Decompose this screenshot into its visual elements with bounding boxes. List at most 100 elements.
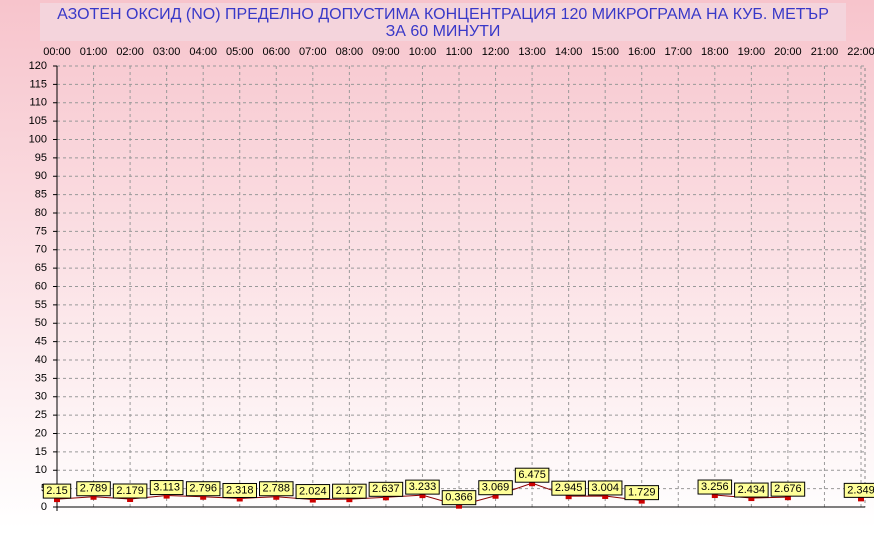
value-label: 2.179	[116, 485, 144, 497]
x-tick-label: 04:00	[189, 46, 217, 58]
chart-title: АЗОТЕН ОКСИД (NO) ПРЕДЕЛНО ДОПУСТИМА КОН…	[57, 6, 829, 23]
y-tick-label: 55	[35, 299, 47, 311]
value-label-box	[185, 481, 221, 497]
data-point	[382, 494, 389, 501]
value-label-box	[42, 483, 72, 499]
value-label: 2.637	[372, 483, 400, 495]
x-tick-label: 03:00	[153, 46, 181, 58]
data-point	[711, 492, 718, 499]
x-tick-label: 12:00	[482, 46, 510, 58]
value-label-box	[770, 481, 806, 497]
value-label: 2.349	[847, 484, 874, 496]
y-tick-label: 95	[35, 152, 47, 164]
y-tick-label: 120	[29, 60, 47, 72]
value-label: 2.024	[299, 485, 327, 497]
x-tick-label: 19:00	[738, 46, 766, 58]
y-tick-label: 90	[35, 170, 47, 182]
x-tick-label: 09:00	[372, 46, 400, 58]
value-label-box	[587, 480, 623, 496]
x-tick-label: 06:00	[263, 46, 291, 58]
value-label-box	[441, 490, 477, 506]
value-label-box	[405, 479, 440, 495]
y-tick-label: 65	[35, 262, 47, 274]
y-tick-label: 115	[29, 78, 47, 90]
value-label: 2.788	[263, 483, 291, 495]
data-point	[54, 496, 60, 503]
value-label-box	[332, 483, 367, 499]
value-label-box	[843, 482, 874, 498]
chart-subtitle: ЗА 60 МИНУТИ	[386, 23, 501, 40]
data-point	[748, 495, 755, 502]
y-tick-label: 25	[35, 409, 47, 421]
x-tick-label: 16:00	[628, 46, 656, 58]
data-point	[200, 493, 207, 500]
value-label-box	[112, 483, 148, 499]
data-point	[236, 495, 243, 502]
value-label-box	[734, 482, 769, 498]
y-tick-label: 50	[35, 317, 47, 329]
value-label-box	[76, 481, 111, 497]
x-tick-label: 07:00	[299, 46, 327, 58]
value-label: 2.318	[226, 484, 254, 496]
data-point	[602, 492, 609, 499]
x-tick-label: 18:00	[701, 46, 729, 58]
value-label: 2.676	[774, 483, 802, 495]
value-label-box	[551, 480, 586, 496]
y-tick-label: 10	[35, 464, 47, 476]
value-label-box	[697, 479, 733, 495]
y-tick-label: 110	[29, 97, 47, 109]
value-label: 2.434	[738, 484, 766, 496]
x-tick-label: 10:00	[409, 46, 437, 58]
data-point	[858, 495, 864, 502]
data-point	[309, 496, 316, 503]
y-tick-label: 0	[41, 501, 47, 513]
value-label: 3.113	[153, 481, 180, 493]
value-label: 1.729	[628, 487, 656, 499]
y-tick-label: 80	[35, 207, 47, 219]
value-label-box	[149, 480, 184, 496]
value-label: 6.475	[518, 469, 546, 481]
data-point	[492, 492, 499, 499]
x-tick-label: 20:00	[774, 46, 802, 58]
x-tick-label: 05:00	[226, 46, 254, 58]
y-tick-label: 85	[35, 189, 47, 201]
x-tick-label: 13:00	[518, 46, 546, 58]
y-tick-label: 35	[35, 372, 47, 384]
data-point	[419, 492, 426, 499]
value-label-box	[259, 481, 294, 497]
data-point	[273, 493, 280, 500]
value-label: 2.945	[555, 482, 583, 494]
y-tick-label: 30	[35, 391, 47, 403]
x-tick-label: 08:00	[336, 46, 364, 58]
value-label: 0.366	[445, 492, 473, 504]
value-label: 2.789	[80, 483, 108, 495]
y-tick-label: 100	[29, 133, 47, 145]
x-tick-label: 15:00	[591, 46, 619, 58]
data-point	[529, 480, 536, 487]
data-point	[90, 493, 97, 500]
value-label-box	[514, 467, 550, 483]
y-tick-label: 15	[35, 446, 47, 458]
data-point	[638, 497, 645, 504]
value-label: 2.796	[189, 483, 217, 495]
data-point	[127, 495, 134, 502]
x-tick-label: 17:00	[665, 46, 693, 58]
title-band	[40, 3, 846, 41]
value-label-box	[295, 484, 331, 500]
y-tick-label: 70	[35, 244, 47, 256]
y-tick-label: 75	[35, 225, 47, 237]
value-label: 3.256	[701, 481, 729, 493]
x-tick-label: 22:00	[847, 46, 874, 58]
y-tick-label: 40	[35, 354, 47, 366]
x-tick-label: 14:00	[555, 46, 583, 58]
value-label-box	[222, 482, 257, 498]
x-tick-label: 02:00	[116, 46, 144, 58]
data-point	[565, 493, 572, 500]
value-label: 2.15	[46, 485, 67, 497]
value-label-box	[624, 485, 659, 501]
data-point	[163, 492, 170, 499]
data-point	[456, 502, 462, 509]
data-point	[346, 496, 353, 503]
